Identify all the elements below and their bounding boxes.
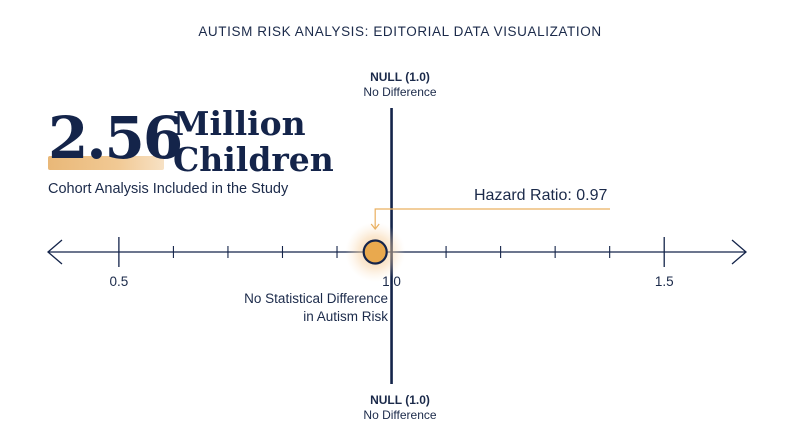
axis-arrow-right	[731, 239, 747, 265]
x-tick-label: 0.5	[109, 274, 129, 289]
annotation-arrowhead	[370, 223, 380, 230]
stat-unit-line2: Children	[173, 140, 334, 179]
stat-number: 2.56	[48, 104, 183, 172]
null-label-bottom-main: NULL (1.0)	[370, 393, 430, 407]
null-label-top-main: NULL (1.0)	[370, 70, 430, 84]
axis-arrow-left	[47, 239, 63, 265]
stat-highlight	[48, 156, 164, 170]
annotation-leader	[374, 208, 610, 229]
stat-caption: Cohort Analysis Included in the Study	[48, 181, 289, 197]
chart-title: AUTISM RISK ANALYSIS: EDITORIAL DATA VIS…	[198, 24, 602, 39]
x-tick-label: 1.5	[654, 274, 674, 289]
no-difference-line2: in Autism Risk	[303, 309, 388, 324]
hazard-ratio-label: Hazard Ratio: 0.97	[474, 187, 608, 204]
null-label-bottom-sub: No Difference	[363, 408, 437, 422]
stat-unit: Million Children	[173, 106, 334, 178]
null-label-top: NULL (1.0) No Difference	[320, 70, 480, 100]
hazard-ratio-point	[362, 239, 388, 265]
x-tick-label: 1.0	[382, 274, 401, 289]
no-difference-line1: No Statistical Difference	[244, 291, 388, 306]
no-difference-label: No Statistical Difference in Autism Risk	[148, 290, 388, 326]
null-label-top-sub: No Difference	[363, 85, 437, 99]
null-label-bottom: NULL (1.0) No Difference	[320, 393, 480, 423]
stat-unit-line1: Million	[173, 104, 306, 143]
